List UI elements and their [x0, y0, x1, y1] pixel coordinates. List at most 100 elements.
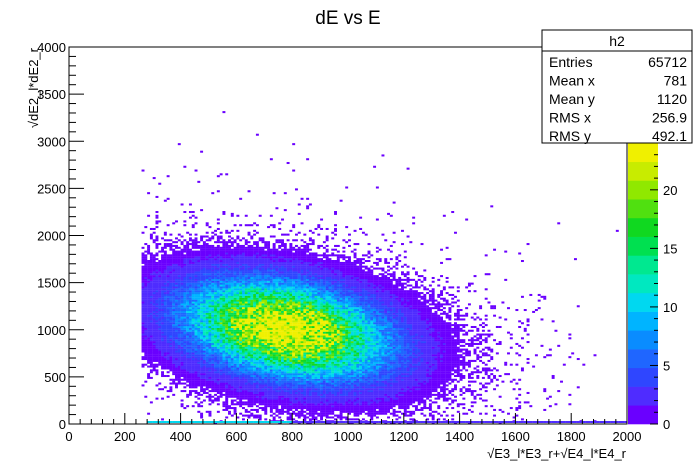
heatmap-cell: [177, 254, 181, 257]
heatmap-cell: [205, 280, 209, 283]
heatmap-cell: [202, 248, 206, 251]
heatmap-cell: [283, 386, 287, 389]
heatmap-cell: [144, 254, 148, 257]
heatmap-cell: [258, 376, 262, 379]
heatmap-cell: [236, 307, 240, 310]
heatmap-cell: [236, 388, 240, 391]
heatmap-cell: [155, 237, 159, 240]
heatmap-cell: [216, 403, 220, 406]
heatmap-cell: [236, 359, 240, 362]
heatmap-cell: [255, 301, 259, 304]
heatmap-cell: [194, 237, 198, 240]
heatmap-cell: [186, 322, 190, 325]
heatmap-cell: [222, 290, 226, 293]
heatmap-cell: [239, 299, 243, 302]
heatmap-cell: [200, 380, 204, 383]
heatmap-cell: [281, 339, 284, 342]
heatmap-cell: [219, 250, 223, 253]
heatmap-cell: [250, 269, 254, 272]
heatmap-cell: [211, 376, 215, 379]
heatmap-cell: [289, 269, 293, 272]
heatmap-cell: [292, 390, 296, 393]
heatmap-cell: [289, 248, 293, 251]
heatmap-cell: [147, 331, 151, 334]
heatmap-cell: [233, 361, 237, 364]
heatmap-cell: [278, 350, 282, 353]
heatmap-cell: [247, 252, 251, 255]
heatmap-cell: [269, 316, 273, 319]
heatmap-cell: [147, 260, 151, 263]
heatmap-cell: [236, 374, 240, 378]
heatmap-cell: [278, 278, 282, 281]
heatmap-cell: [267, 307, 271, 310]
heatmap-cell: [183, 348, 187, 351]
heatmap-cell: [292, 348, 296, 351]
heatmap-cell: [233, 261, 237, 264]
heatmap-cell: [269, 252, 273, 255]
heatmap-cell: [188, 378, 192, 381]
heatmap-cell: [191, 303, 195, 306]
heatmap-cell: [152, 280, 156, 283]
heatmap-cell: [177, 288, 181, 291]
heatmap-cell: [233, 346, 237, 349]
heatmap-cell: [250, 324, 254, 327]
heatmap-cell: [211, 350, 215, 353]
heatmap-cell: [236, 322, 240, 325]
heatmap-cell: [161, 314, 165, 317]
heatmap-cell: [225, 352, 229, 355]
heatmap-cell: [239, 369, 243, 372]
heatmap-cell: [239, 280, 243, 283]
heatmap-cell: [194, 356, 198, 359]
heatmap-cell: [278, 342, 282, 345]
heatmap-cell: [269, 395, 273, 398]
heatmap-cell: [147, 301, 151, 304]
heatmap-cell: [303, 356, 307, 359]
heatmap-cell: [222, 352, 226, 355]
heatmap-cell: [222, 358, 226, 361]
heatmap-cell: [255, 388, 259, 391]
heatmap-cell: [183, 312, 187, 315]
heatmap-cell: [292, 295, 296, 298]
heatmap-cell: [258, 316, 262, 319]
heatmap-cell: [241, 271, 245, 274]
heatmap-cell: [197, 374, 201, 378]
heatmap-cell: [194, 384, 198, 387]
heatmap-cell: [191, 327, 195, 330]
heatmap-cell: [283, 305, 287, 308]
heatmap-cell: [214, 273, 218, 276]
heatmap-cell: [244, 378, 248, 381]
heatmap-cell: [269, 235, 273, 238]
heatmap-cell: [169, 263, 173, 266]
heatmap-cell: [169, 378, 173, 381]
heatmap-cell: [211, 335, 215, 338]
heatmap-cell: [177, 263, 181, 266]
heatmap-cell: [200, 346, 204, 349]
heatmap-cell: [239, 412, 243, 415]
heatmap-cell: [241, 276, 245, 279]
heatmap-cell: [267, 226, 271, 229]
heatmap-cell: [188, 271, 192, 274]
heatmap-cell: [197, 342, 201, 345]
heatmap-cell: [144, 293, 148, 296]
heatmap-cell: [152, 301, 156, 304]
heatmap-cell: [253, 318, 257, 321]
heatmap-cell: [211, 322, 215, 325]
heatmap-cell: [208, 316, 212, 319]
heatmap-cell: [272, 333, 276, 336]
heatmap-cell: [264, 286, 268, 289]
heatmap-cell: [191, 258, 195, 261]
heatmap-cell: [247, 414, 251, 417]
heatmap-cell: [200, 367, 204, 370]
heatmap-cell: [230, 312, 234, 315]
heatmap-cell: [202, 275, 206, 278]
heatmap-cell: [211, 348, 215, 351]
heatmap-cell: [255, 374, 259, 378]
heatmap-cell: [292, 337, 296, 340]
heatmap-cell: [289, 399, 293, 402]
heatmap-cell: [211, 305, 215, 308]
heatmap-cell: [247, 333, 251, 336]
heatmap-cell: [275, 342, 279, 345]
heatmap-cell: [236, 327, 240, 330]
heatmap-cell: [166, 244, 170, 247]
heatmap-cell: [286, 337, 290, 340]
